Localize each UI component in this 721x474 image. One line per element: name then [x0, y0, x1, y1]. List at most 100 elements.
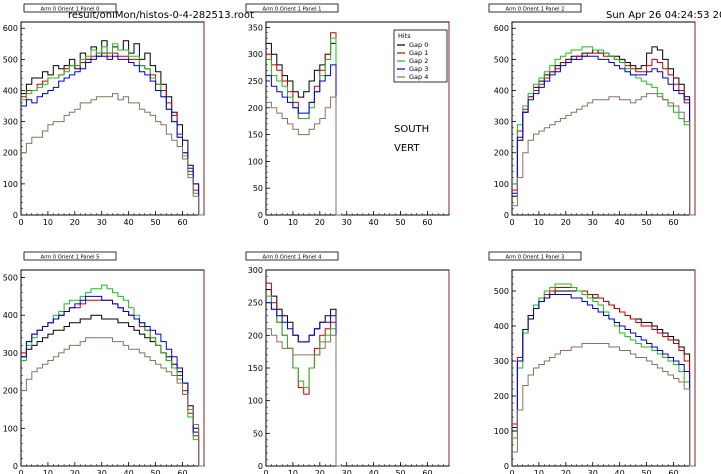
y-tick-label: 150: [248, 131, 263, 140]
x-tick-label: 40: [369, 218, 379, 227]
series-line: [266, 96, 342, 216]
histogram-panel: Arm 0 Orient 1 Panel 1050100150200250300…: [245, 3, 450, 227]
histogram-panel: Arm 0 Orient 1 Panel 5 0 100 200 300 400 500 0 1…: [3, 251, 205, 474]
x-tick-label: 60: [422, 218, 432, 227]
x-tick-label: 0: [18, 469, 23, 474]
series-line: [512, 52, 695, 216]
x-tick-label: 10: [534, 469, 544, 474]
x-tick-label: 60: [177, 469, 187, 474]
x-tick-label: 40: [124, 218, 134, 227]
x-tick-label: 20: [70, 218, 80, 227]
legend-box: [393, 29, 448, 83]
y-tick-label: 250: [248, 77, 263, 86]
x-tick-label: 30: [342, 469, 352, 474]
x-tick-label: 50: [395, 218, 405, 227]
x-tick-label: 20: [315, 218, 325, 227]
y-tick-label: 200: [494, 392, 509, 401]
x-tick-label: 0: [509, 218, 514, 227]
y-tick-label: 300: [3, 349, 18, 358]
y-tick-label: 200: [248, 104, 263, 113]
y-tick-label: 400: [494, 322, 509, 331]
x-tick-label: 40: [615, 469, 625, 474]
y-tick-label: 400: [494, 86, 509, 95]
series-line: [21, 93, 204, 216]
legend-entry: Gap 0: [409, 41, 428, 49]
y-tick-label: 200: [3, 387, 18, 396]
histogram-panel: Arm 0 Orient 1 Panel 0010020030040050060…: [3, 3, 205, 227]
y-tick-label: 100: [248, 157, 263, 166]
y-tick-label: 600: [494, 24, 509, 33]
y-tick-label: 0: [504, 211, 509, 220]
x-tick-label: 50: [150, 469, 160, 474]
y-tick-label: 500: [3, 274, 18, 283]
y-tick-label: 500: [494, 287, 509, 296]
series-line: [512, 343, 695, 467]
x-tick-label: 20: [315, 469, 325, 474]
timestamp-label: Sun Apr 26 04:24:53 2009: [606, 10, 721, 21]
x-tick-label: 20: [561, 218, 571, 227]
y-tick-label: 300: [248, 50, 263, 59]
legend-title: Hits: [398, 32, 411, 40]
legend-entry: Gap 4: [409, 73, 428, 81]
x-tick-label: 10: [43, 469, 53, 474]
y-tick-label: 0: [258, 211, 263, 220]
x-tick-label: 50: [641, 218, 651, 227]
y-tick-label: 0: [13, 211, 18, 220]
x-tick-label: 10: [288, 218, 298, 227]
panel-title: Arm 0 Orient 1 Panel 5: [41, 255, 100, 261]
series-line: [512, 290, 695, 467]
series-line: [21, 40, 204, 216]
series-line: [266, 32, 342, 216]
x-tick-label: 30: [342, 218, 352, 227]
x-tick-label: 10: [43, 218, 53, 227]
x-tick-label: 50: [395, 469, 405, 474]
x-tick-label: 40: [615, 218, 625, 227]
panel-title: Arm 0 Orient 1 Panel 1: [263, 7, 322, 13]
x-tick-label: 50: [641, 469, 651, 474]
series-line: [21, 43, 204, 216]
y-tick-label: 300: [494, 357, 509, 366]
x-tick-label: 40: [369, 469, 379, 474]
annotation-vert: VERT: [394, 143, 420, 154]
y-tick-label: 600: [3, 24, 18, 33]
y-tick-label: 200: [494, 149, 509, 158]
y-tick-label: 100: [494, 427, 509, 436]
y-tick-label: 300: [3, 118, 18, 127]
series-line: [512, 55, 695, 216]
y-tick-label: 150: [248, 364, 263, 373]
y-tick-label: 100: [248, 397, 263, 406]
y-tick-label: 500: [3, 55, 18, 64]
x-tick-label: 30: [97, 469, 107, 474]
panel-title-box: [488, 3, 582, 13]
x-tick-label: 60: [668, 218, 678, 227]
legend-entry: Gap 2: [409, 57, 428, 65]
x-tick-label: 10: [534, 218, 544, 227]
panel-title-box: [245, 3, 339, 13]
x-tick-label: 10: [288, 469, 298, 474]
x-tick-label: 60: [422, 469, 432, 474]
series-line: [266, 302, 342, 467]
y-tick-label: 100: [3, 424, 18, 433]
panel-title-box: [488, 251, 582, 261]
y-tick-label: 0: [258, 462, 263, 471]
series-line: [512, 294, 695, 467]
x-tick-label: 0: [18, 218, 23, 227]
series-line: [21, 52, 204, 216]
y-tick-label: 350: [248, 23, 263, 32]
x-tick-label: 0: [263, 218, 268, 227]
series-line: [21, 299, 204, 467]
series-line: [266, 295, 342, 467]
y-tick-label: 50: [253, 184, 263, 193]
y-tick-label: 100: [3, 180, 18, 189]
series-line: [266, 64, 342, 216]
histogram-panel: Arm 0 Orient 1 Panel 2010020030040050060…: [488, 3, 696, 227]
x-tick-label: 20: [561, 469, 571, 474]
x-tick-label: 30: [588, 469, 598, 474]
y-tick-label: 250: [248, 299, 263, 308]
series-line: [266, 328, 342, 467]
series-line: [512, 93, 695, 216]
x-tick-label: 30: [97, 218, 107, 227]
y-tick-label: 0: [504, 462, 509, 471]
